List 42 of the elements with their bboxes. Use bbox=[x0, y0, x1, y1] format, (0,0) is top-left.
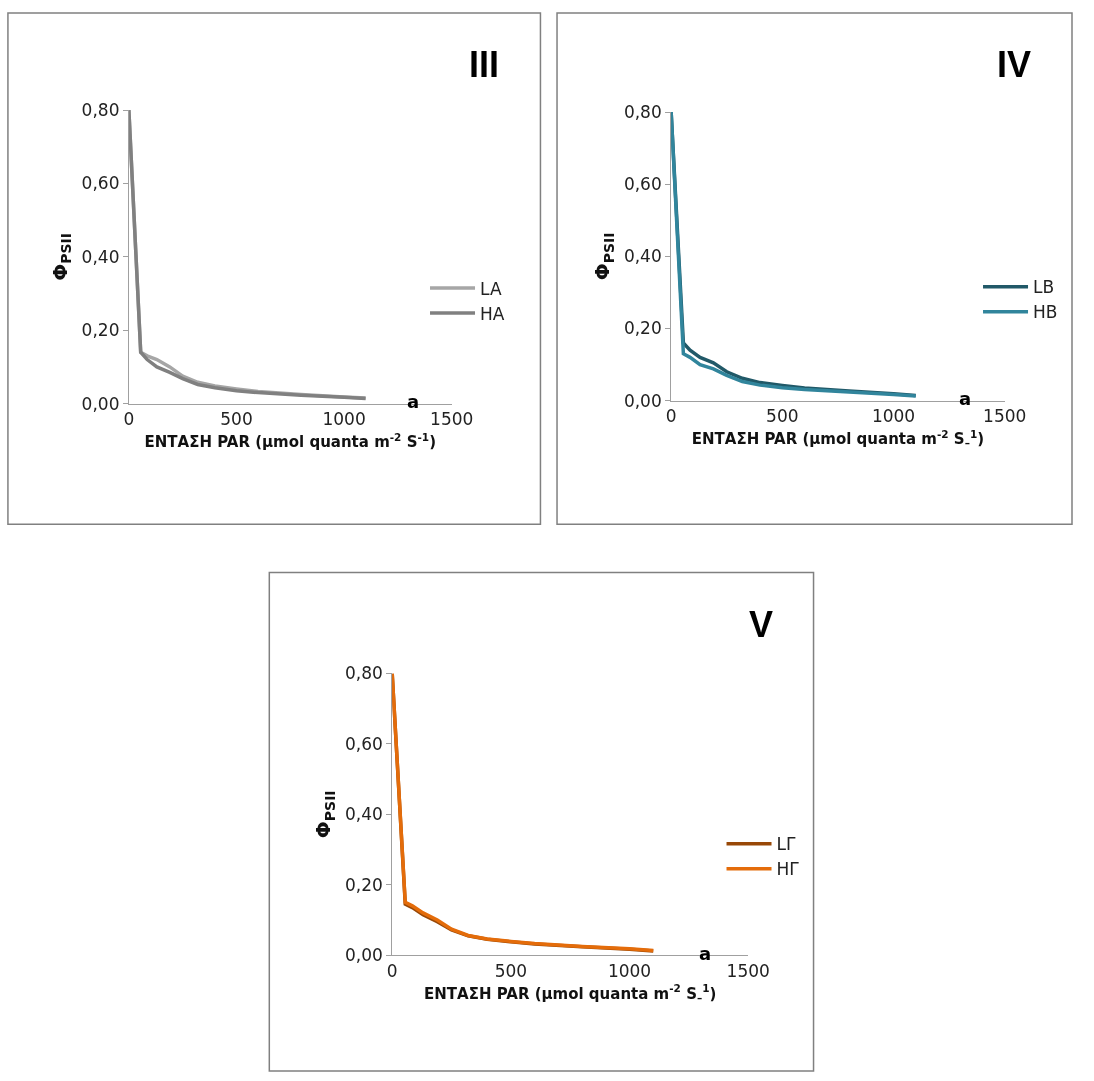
x-tick-label: 1500 bbox=[430, 408, 474, 429]
y-tick-label: 0,20 bbox=[81, 320, 120, 341]
y-tick-label: 0,60 bbox=[81, 173, 120, 194]
legend-label: LΓ bbox=[776, 834, 796, 855]
x-axis-title: ΕΝΤΑΣΗ PAR (μmol quanta m$^{-2}$ S$_{–}$$^{1}$) bbox=[691, 427, 985, 450]
x-axis-title: ΕΝΤΑΣΗ PAR (μmol quanta m$^{-2}$ S$_{–}$$^{1}$) bbox=[424, 982, 717, 1004]
x-tick-label: 500 bbox=[494, 960, 528, 981]
y-tick-label: 0,20 bbox=[344, 874, 383, 895]
y-tick-label: 0,00 bbox=[623, 390, 662, 411]
x-tick-label: 0 bbox=[123, 408, 135, 429]
x-tick-label: 500 bbox=[766, 406, 799, 427]
annotation: a bbox=[699, 943, 712, 964]
y-tick-label: 0,40 bbox=[81, 246, 120, 267]
y-tick-label: 0,20 bbox=[623, 318, 662, 339]
x-tick-label: 1000 bbox=[607, 960, 652, 981]
legend-label: LA bbox=[480, 278, 502, 299]
y-tick-label: 0,00 bbox=[81, 393, 120, 414]
y-tick-label: 0,80 bbox=[623, 102, 662, 123]
x-axis-title: ΕΝΤΑΣΗ PAR (μmol quanta m$^{-2}$ S$^{-1}$) bbox=[144, 430, 437, 451]
x-tick-label: 0 bbox=[386, 960, 398, 981]
legend-label: LB bbox=[1033, 277, 1055, 298]
chart-title: III bbox=[469, 44, 500, 85]
annotation: a bbox=[407, 391, 420, 412]
y-tick-label: 0,60 bbox=[344, 733, 383, 754]
legend-label: HA bbox=[480, 303, 505, 324]
chart-title: V bbox=[749, 604, 774, 645]
y-tick-label: 0,60 bbox=[623, 174, 662, 195]
x-tick-label: 1500 bbox=[983, 406, 1027, 427]
chart-title: IV bbox=[997, 44, 1032, 85]
annotation: a bbox=[959, 388, 972, 409]
y-tick-label: 0,40 bbox=[623, 246, 662, 267]
y-tick-label: 0,00 bbox=[344, 945, 383, 966]
legend-label: HB bbox=[1033, 302, 1058, 323]
legend-label: HΓ bbox=[776, 859, 800, 880]
y-tick-label: 0,80 bbox=[81, 100, 120, 121]
x-tick-label: 1000 bbox=[322, 408, 366, 429]
x-tick-label: 1000 bbox=[871, 406, 916, 427]
y-tick-label: 0,80 bbox=[344, 663, 383, 684]
y-tick-label: 0,40 bbox=[344, 804, 383, 825]
x-tick-label: 500 bbox=[220, 408, 253, 429]
x-tick-label: 1500 bbox=[726, 960, 770, 981]
x-tick-label: 0 bbox=[665, 406, 677, 427]
